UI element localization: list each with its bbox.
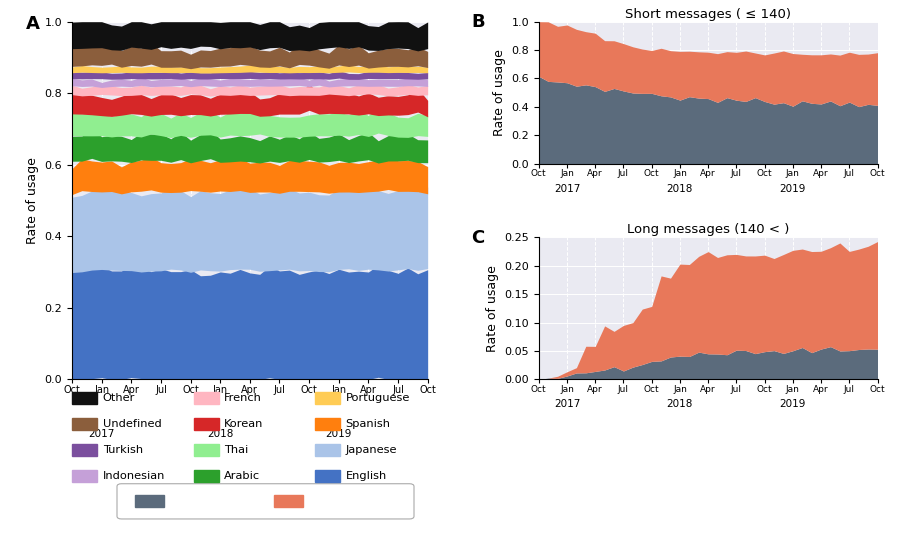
Text: 2019: 2019: [779, 399, 806, 409]
Text: Turkish: Turkish: [103, 445, 143, 455]
Text: Retweets: Retweets: [310, 494, 365, 507]
Text: 2019: 2019: [326, 429, 352, 440]
Text: Organic Tweets: Organic Tweets: [171, 494, 261, 507]
Text: 2018: 2018: [207, 429, 233, 440]
Text: 2019: 2019: [779, 184, 806, 193]
Text: 2017: 2017: [554, 184, 580, 193]
Y-axis label: Rate of usage: Rate of usage: [486, 265, 499, 352]
Text: 2017: 2017: [554, 399, 580, 409]
Text: French: French: [224, 393, 262, 403]
Text: Thai: Thai: [224, 445, 248, 455]
Text: A: A: [26, 15, 40, 33]
Text: B: B: [471, 13, 484, 31]
Text: 2018: 2018: [667, 184, 693, 193]
Text: C: C: [471, 229, 484, 247]
Text: Other: Other: [103, 393, 135, 403]
Text: Indonesian: Indonesian: [103, 471, 165, 481]
Text: English: English: [346, 471, 387, 481]
Text: Spanish: Spanish: [346, 419, 391, 429]
Text: Arabic: Arabic: [224, 471, 260, 481]
Y-axis label: Rate of usage: Rate of usage: [492, 49, 506, 136]
Text: Undefined: Undefined: [103, 419, 161, 429]
Y-axis label: Rate of usage: Rate of usage: [26, 157, 39, 244]
Title: Short messages ( ≤ 140): Short messages ( ≤ 140): [626, 8, 791, 21]
Text: Korean: Korean: [224, 419, 264, 429]
Text: Japanese: Japanese: [346, 445, 397, 455]
Text: 2018: 2018: [667, 399, 693, 409]
Title: Long messages (140 < ): Long messages (140 < ): [627, 223, 789, 236]
Text: Portuguese: Portuguese: [346, 393, 410, 403]
Text: 2017: 2017: [88, 429, 115, 440]
